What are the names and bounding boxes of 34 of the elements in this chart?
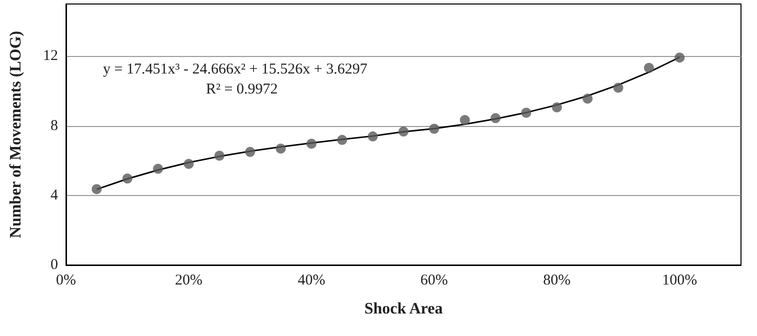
x-tick-label: 0% [56,272,76,288]
point [613,82,624,93]
point [153,164,164,174]
annotation: y = 17.451x³ - 24.666x² + 15.526x + 3.6297 [103,62,368,78]
point [429,124,440,134]
y-axis-title: Number of Movements (LOG) [8,30,24,238]
point [368,131,378,142]
point [214,150,224,161]
x-tick-label: 100% [662,272,698,288]
x-tick-label: 40% [298,272,326,288]
point [184,158,194,169]
x-tick-label: 80% [543,272,571,288]
point [245,146,256,157]
point [92,184,102,194]
y-tick-label: 0 [50,257,58,273]
y-tick-label: 8 [50,118,58,134]
point [552,102,562,112]
point [398,126,408,137]
x-tick-label: 20% [174,272,202,288]
y-tick-label: 4 [50,187,58,204]
point [460,115,470,126]
x-axis-title: Shock Area [364,300,443,318]
point [306,138,316,149]
point [490,113,501,124]
point [644,62,654,73]
point [521,108,532,118]
point [337,134,348,145]
point [276,144,286,154]
point [122,174,132,184]
point [674,52,685,63]
x-tick-label: 60% [420,272,448,288]
y-tick-label: 12 [43,48,58,64]
annotation: R² = 0.9972 [206,82,278,98]
point [582,94,593,104]
